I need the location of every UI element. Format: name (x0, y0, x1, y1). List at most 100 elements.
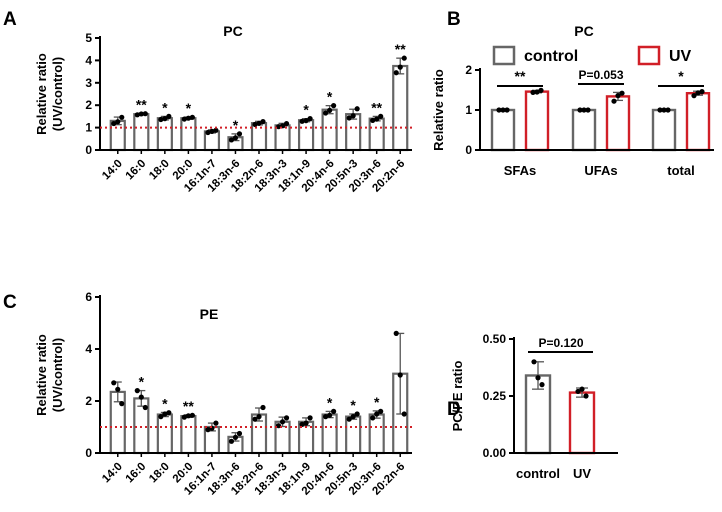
bar-data-point (275, 124, 282, 130)
significance-label: * (327, 89, 333, 105)
bar-data-point (111, 120, 117, 127)
bar-data-point (350, 414, 356, 420)
bar (368, 117, 385, 152)
bar-uv-data-point (575, 388, 581, 395)
bar-control (490, 108, 516, 152)
bar-uv (524, 90, 550, 152)
legend-swatch-uv (637, 45, 661, 66)
bar-uv (568, 391, 596, 455)
legend-label-uv: UV (669, 48, 692, 65)
significance-label: * (186, 100, 192, 116)
bar-control-data-point (496, 107, 502, 113)
a-ytick-label: 2 (85, 98, 92, 112)
bar-data-point (181, 116, 187, 122)
bar-data-point (401, 411, 407, 417)
c-ytick-label: 4 (85, 342, 92, 356)
y-axis-label: Relative ratio (34, 53, 49, 135)
bar-data-point (119, 401, 125, 407)
d-ytick-label: 0.50 (483, 332, 507, 346)
bar-control-data-point (665, 107, 671, 113)
bar-data-point (252, 416, 258, 422)
bar-data-point (189, 114, 195, 120)
bar (345, 415, 362, 455)
bar-data-point (185, 413, 191, 419)
bar-uv-data-point (699, 89, 705, 95)
d-ytick-label: 0.00 (483, 446, 507, 460)
bar-data-point (213, 127, 219, 133)
bar-data-point (327, 107, 333, 113)
bar-data-point (303, 118, 309, 124)
bar-data-point (303, 420, 309, 426)
bar-data-point (162, 411, 168, 417)
chart-title: PC (574, 23, 593, 39)
bar-uv-data-point (615, 93, 621, 99)
bar-data-point (236, 131, 243, 137)
y-axis-label: Relative ratio (34, 334, 49, 416)
bar-data-point (205, 129, 211, 136)
bar-data-point (134, 388, 140, 394)
x-tick-label: 16:0 (124, 461, 149, 486)
bar-data-point (370, 415, 376, 421)
bar-data-point (279, 419, 286, 425)
d-ytick-label: 0.25 (483, 389, 507, 403)
bar (133, 113, 150, 152)
bar-data-point (346, 416, 352, 422)
bar-control-data-point (504, 107, 510, 113)
a-ytick-label: 1 (85, 121, 92, 135)
panel-label: A (3, 9, 17, 30)
significance-label: * (162, 99, 168, 115)
bar-data-point (189, 412, 195, 418)
bar-control-data-point (585, 107, 591, 113)
chart-title: PC (223, 23, 242, 39)
significance-label: ** (136, 96, 147, 112)
b-ytick-label: 1 (465, 103, 472, 117)
bar-data-point (370, 117, 376, 124)
bar-data-point (213, 420, 219, 426)
bar-data-point (354, 106, 360, 112)
bar-data-point (307, 415, 313, 421)
panel-label: D (447, 399, 461, 420)
a-ytick-label: 4 (85, 53, 92, 67)
bar-uv-data-point (611, 98, 617, 104)
panel-b: B PC Relative ratio control UV ** SFAs P=0.053 U… (431, 9, 714, 178)
bar (392, 64, 409, 152)
panel-d: DPC/PE ratio control UV P=0.120 0.00 0.25 0.50 (447, 332, 618, 481)
y-axis-label: (UV/control) (50, 338, 65, 412)
bar-data-point (307, 116, 313, 122)
panel-c: C PE Relative ratio (UV/control) 14:0 * 16:0 * 1… (3, 290, 414, 498)
bar-data-point (299, 118, 305, 124)
significance-label: ** (183, 398, 194, 414)
bar-data-point (115, 386, 121, 392)
bar-data-point (142, 404, 148, 411)
bar-control-data-point (581, 107, 587, 113)
bar-data-point (228, 438, 235, 444)
x-tick-label: 18:0 (147, 158, 172, 183)
bar-uv (605, 95, 631, 152)
bar-data-point (158, 116, 164, 123)
bar-data-point (323, 110, 329, 116)
significance-label: * (327, 394, 333, 410)
bar-data-point (393, 70, 399, 76)
bar-control-data-point (535, 375, 541, 381)
a-ytick-label: 0 (85, 143, 92, 157)
bar-data-point (134, 112, 140, 118)
x-tick-label: SFAs (504, 163, 537, 178)
panel-label: B (447, 9, 461, 30)
significance-label: * (162, 395, 168, 411)
b-ytick-label: 0 (465, 143, 472, 157)
bar-data-point (119, 114, 125, 120)
bar-data-point (401, 55, 407, 61)
bar (250, 122, 268, 152)
significance-label: * (303, 102, 309, 118)
b-ytick-label: 2 (465, 63, 472, 77)
bar-data-point (374, 411, 380, 417)
x-tick-label: total (667, 163, 694, 178)
bar-data-point (393, 330, 399, 336)
bar-data-point (138, 111, 144, 117)
bar-data-point (260, 404, 266, 411)
bar-data-point (299, 421, 305, 427)
a-ytick-label: 5 (85, 31, 92, 45)
x-tick-label: 14:0 (100, 158, 125, 183)
